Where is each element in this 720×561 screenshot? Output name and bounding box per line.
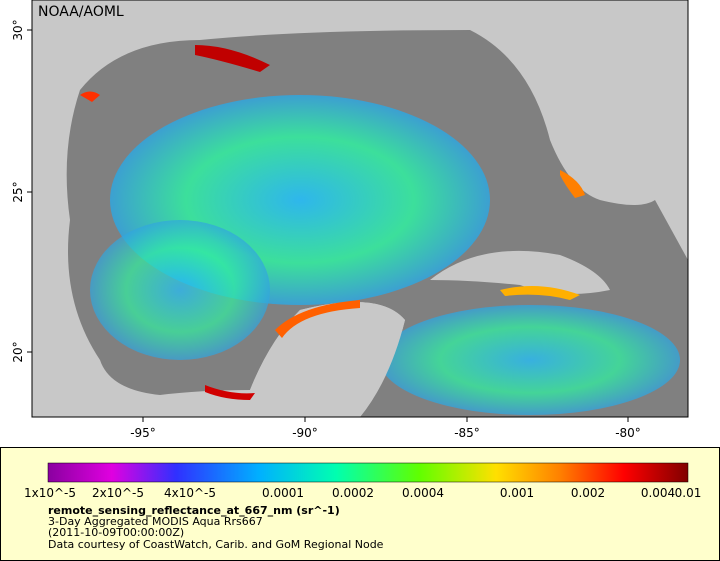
lon-tick-label: -80° (615, 426, 641, 440)
map-frame (31, 0, 689, 418)
caption-product: 3-Day Aggregated MODIS Aqua Rrs667 (48, 515, 263, 528)
credit: NOAA/AOML (38, 4, 124, 20)
ocean-data (380, 305, 680, 415)
colorbar-label: 0.001 (500, 486, 534, 500)
colorbar-label: 1x10^-5 (24, 486, 76, 500)
colorbar (47, 462, 689, 483)
colorbar-label: 0.004 (641, 486, 675, 500)
lat-tick-label: 30° (11, 19, 25, 40)
coastal-high (195, 45, 270, 72)
colorbar-label: 2x10^-5 (92, 486, 144, 500)
map: NOAA/AOML (31, 0, 689, 418)
lat-tick-label: 25° (11, 181, 25, 202)
coastal-high (560, 170, 585, 198)
axis-ticks: -95° -90° -85° -80° 30° 25° 20° (11, 19, 641, 440)
coastal-high (275, 300, 360, 338)
caption-variable: remote_sensing_reflectance_at_667_nm (sr… (48, 504, 340, 517)
caption-time: (2011-10-09T00:00:00Z) (48, 526, 184, 539)
colorbar-label: 4x10^-5 (164, 486, 216, 500)
caption-source: Data courtesy of CoastWatch, Carib. and … (48, 538, 384, 551)
coastal-high (500, 286, 580, 300)
lon-tick-label: -85° (454, 426, 480, 440)
coastal-high (80, 91, 100, 102)
ocean-data (90, 220, 270, 360)
yucatan (250, 302, 405, 417)
colorbar-label: 0.0004 (402, 486, 444, 500)
colorbar-label: 0.01 (675, 486, 702, 500)
colorbar-label: 0.0002 (332, 486, 374, 500)
lat-tick-label: 20° (11, 341, 25, 362)
coastal-high (205, 385, 255, 400)
colorbar-labels: 1x10^-5 2x10^-5 4x10^-5 0.0001 0.0002 0.0004 0… (24, 486, 701, 500)
lon-tick-label: -90° (292, 426, 318, 440)
colorbar-label: 0.002 (571, 486, 605, 500)
colorbar-label: 0.0001 (262, 486, 304, 500)
cuba (430, 250, 610, 294)
lon-tick-label: -95° (130, 426, 156, 440)
